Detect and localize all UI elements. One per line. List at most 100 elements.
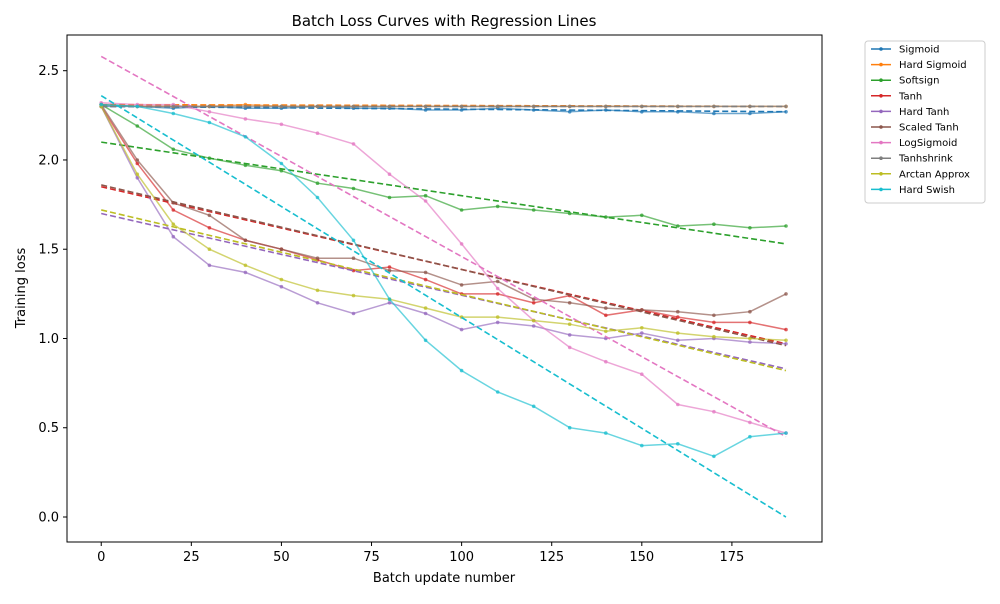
data-point (459, 327, 464, 332)
data-point (531, 404, 536, 409)
series-layer (99, 55, 788, 518)
y-axis-label: Training loss (14, 248, 29, 330)
data-point (171, 234, 176, 239)
data-point (243, 238, 248, 243)
data-point (495, 204, 500, 209)
data-point (135, 158, 140, 162)
legend-label: LogSigmoid (899, 138, 957, 149)
legend-label: Softsign (899, 76, 939, 87)
data-point (604, 329, 608, 334)
data-point (784, 327, 788, 332)
series-line-hard-tanh (100, 106, 787, 345)
legend-label: Arctan Approx (899, 169, 970, 180)
data-point (676, 331, 680, 335)
data-point (495, 315, 500, 319)
y-tick-label: 0.5 (38, 421, 59, 436)
regression-line-softsign (101, 141, 787, 245)
y-tick-label: 1.0 (38, 332, 59, 347)
data-point (279, 247, 284, 251)
x-tick-label: 50 (273, 550, 290, 565)
x-tick-label: 150 (629, 550, 654, 565)
data-point (423, 277, 428, 282)
data-point (567, 110, 572, 114)
data-point (748, 320, 752, 325)
legend-label: Hard Swish (899, 185, 955, 196)
data-point (531, 208, 536, 212)
data-point (135, 161, 140, 166)
data-point (315, 301, 320, 305)
data-point (423, 270, 428, 275)
data-point (387, 301, 392, 305)
regression-line-hard-swish (100, 95, 787, 518)
data-point (712, 454, 716, 459)
data-point (315, 288, 320, 293)
data-point (315, 131, 320, 135)
series-line-hard-swish (101, 103, 787, 458)
series-line-tanh (100, 105, 787, 331)
data-point (567, 211, 572, 216)
x-axis-label: Batch update number (373, 571, 516, 586)
data-point (207, 213, 212, 218)
data-point (712, 111, 716, 116)
data-point (604, 306, 608, 310)
data-point (712, 222, 716, 226)
data-point (495, 390, 500, 394)
data-point (567, 345, 572, 350)
data-point (712, 313, 716, 318)
legend-item: LogSigmoid (871, 138, 957, 149)
y-axis: 0.0 0.5 1.0 1.5 2.0 2.5 (38, 64, 67, 526)
legend-item: Hard Swish (871, 185, 955, 196)
data-point (567, 425, 572, 430)
data-point (784, 104, 788, 109)
series-line-softsign (100, 103, 787, 229)
data-point (171, 208, 176, 212)
data-point (387, 172, 392, 176)
data-point (748, 340, 752, 344)
data-point (279, 277, 284, 282)
data-point (423, 199, 428, 203)
legend-item: Hard Tanh (871, 107, 949, 118)
data-point (387, 265, 392, 269)
legend-label: Tanh (898, 91, 922, 102)
data-point (135, 124, 140, 128)
data-point (135, 104, 140, 109)
data-point (459, 208, 464, 212)
data-point (784, 338, 788, 343)
chart-title: Batch Loss Curves with Regression Lines (292, 12, 597, 30)
data-point (495, 279, 500, 284)
data-point (315, 256, 320, 261)
x-tick-label: 100 (449, 550, 474, 565)
data-point (784, 431, 788, 435)
data-point (207, 120, 212, 125)
data-point (567, 301, 572, 305)
data-point (531, 301, 536, 305)
data-point (243, 117, 248, 121)
x-tick-label: 75 (363, 550, 380, 565)
series-softsign (99, 102, 788, 245)
legend-item: Softsign (871, 76, 939, 87)
series-hard-swish (99, 95, 788, 518)
data-point (459, 368, 464, 373)
data-point (207, 263, 212, 268)
data-point (640, 443, 644, 448)
data-point (604, 431, 608, 435)
data-point (423, 338, 428, 343)
data-point (207, 247, 212, 251)
data-point (784, 110, 788, 114)
data-point (351, 311, 356, 316)
data-point (387, 195, 392, 200)
data-point (351, 186, 356, 191)
data-point (531, 324, 536, 328)
x-tick-label: 0 (97, 550, 105, 565)
data-point (279, 284, 284, 289)
data-point (640, 372, 644, 377)
data-point (243, 270, 248, 275)
series-line-arctan-approx (100, 106, 787, 342)
legend-item: Sigmoid (871, 45, 939, 56)
data-point (784, 292, 788, 296)
data-point (387, 268, 392, 273)
data-point (784, 224, 788, 228)
y-tick-label: 2.0 (38, 153, 59, 168)
